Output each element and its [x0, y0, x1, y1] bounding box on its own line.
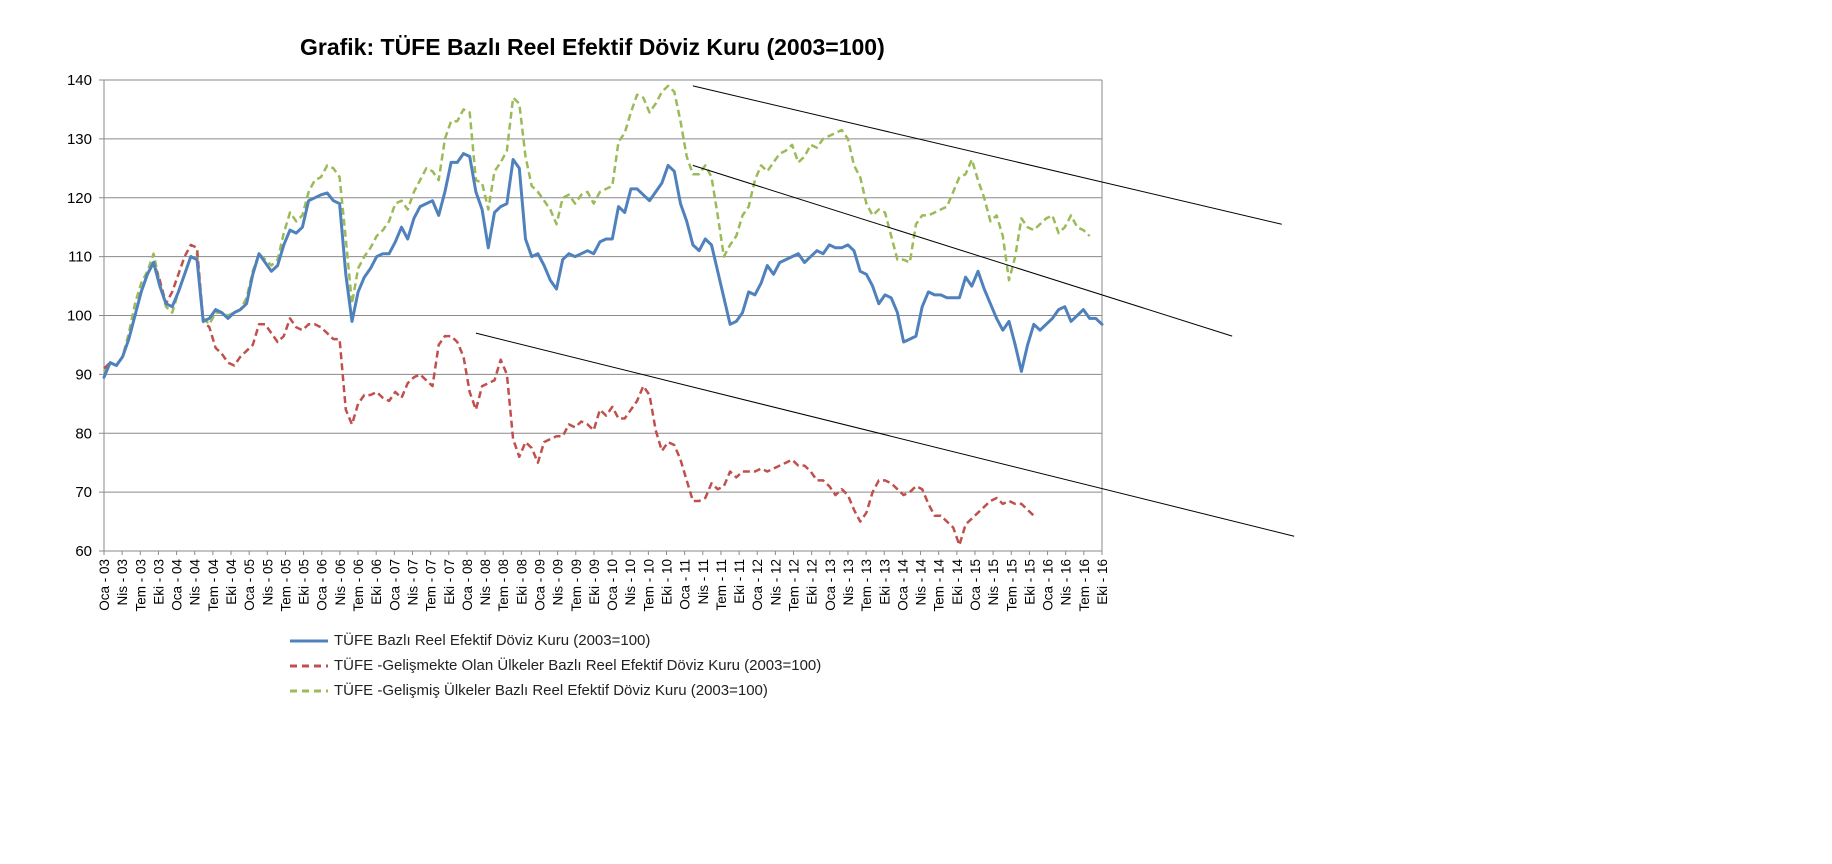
- x-tick-label-52: Oca - 16: [1041, 559, 1056, 611]
- legend-swatch-1: [290, 639, 328, 643]
- x-tick-label-44: Oca - 14: [895, 559, 910, 611]
- x-tick-label-10: Tem - 05: [278, 559, 293, 612]
- legend-item-1: TÜFE Bazlı Reel Efektif Döviz Kuru (2003…: [290, 628, 821, 653]
- x-tick-label-6: Tem - 04: [206, 559, 221, 612]
- legend-label-1: TÜFE Bazlı Reel Efektif Döviz Kuru (2003…: [334, 632, 651, 649]
- legend-swatch-3: [290, 689, 328, 693]
- x-tick-label-27: Eki - 09: [587, 559, 602, 605]
- x-tick-label-41: Nis - 13: [841, 559, 856, 606]
- x-tick-label-50: Tem - 15: [1004, 559, 1019, 612]
- x-tick-label-24: Oca - 09: [532, 559, 547, 611]
- x-tick-label-26: Tem - 09: [569, 559, 584, 612]
- x-tick-label-28: Oca - 10: [605, 559, 620, 611]
- x-tick-label-15: Eki - 06: [369, 559, 384, 605]
- y-tick-label-60: 60: [75, 543, 92, 560]
- trend-line-3: [475, 332, 1295, 537]
- x-tick-label-31: Eki - 10: [660, 559, 675, 605]
- x-tick-label-33: Nis - 11: [696, 559, 711, 605]
- legend-item-2: TÜFE -Gelişmekte Olan Ülkeler Bazlı Reel…: [290, 653, 821, 678]
- x-tick-label-2: Tem - 03: [133, 559, 148, 612]
- x-tick-label-17: Nis - 07: [405, 559, 420, 606]
- x-tick-label-0: Oca - 03: [97, 559, 112, 611]
- trend-line-2: [692, 164, 1233, 337]
- x-tick-label-7: Eki - 04: [224, 559, 239, 605]
- x-tick-label-53: Nis - 16: [1059, 559, 1074, 606]
- x-tick-label-11: Eki - 05: [297, 559, 312, 605]
- y-tick-label-140: 140: [67, 72, 92, 89]
- x-tick-label-22: Tem - 08: [496, 559, 511, 612]
- x-tick-label-32: Oca - 11: [678, 559, 693, 610]
- x-tick-label-3: Eki - 03: [151, 559, 166, 605]
- x-tick-label-4: Oca - 04: [170, 559, 185, 611]
- x-tick-label-46: Tem - 14: [932, 559, 947, 612]
- legend-label-3: TÜFE -Gelişmiş Ülkeler Bazlı Reel Efekti…: [334, 682, 768, 699]
- x-tick-label-20: Oca - 08: [460, 559, 475, 611]
- x-tick-label-1: Nis - 03: [115, 559, 130, 606]
- y-tick-label-100: 100: [67, 308, 92, 325]
- x-tick-label-29: Nis - 10: [623, 559, 638, 606]
- x-tick-label-14: Tem - 06: [351, 559, 366, 612]
- x-tick-label-13: Nis - 06: [333, 559, 348, 606]
- y-tick-label-120: 120: [67, 190, 92, 207]
- x-tick-label-55: Eki - 16: [1095, 559, 1110, 605]
- x-tick-label-54: Tem - 16: [1077, 559, 1092, 612]
- x-tick-label-34: Tem - 11: [714, 559, 729, 611]
- x-tick-label-37: Nis - 12: [768, 559, 783, 606]
- x-tick-label-49: Nis - 15: [986, 559, 1001, 606]
- x-tick-label-42: Tem - 13: [859, 559, 874, 612]
- x-tick-label-9: Nis - 05: [260, 559, 275, 606]
- x-tick-label-35: Eki - 11: [732, 559, 747, 604]
- trend-line-1: [692, 85, 1282, 225]
- series-line-3: [102, 84, 1091, 373]
- series-line-1: [102, 152, 1104, 379]
- y-tick-label-110: 110: [68, 249, 92, 266]
- chart-title: Grafik: TÜFE Bazlı Reel Efektif Döviz Ku…: [300, 34, 885, 60]
- x-tick-label-12: Oca - 06: [315, 559, 330, 611]
- legend-item-3: TÜFE -Gelişmiş Ülkeler Bazlı Reel Efekti…: [290, 678, 821, 703]
- x-tick-label-36: Oca - 12: [750, 559, 765, 611]
- y-tick-label-80: 80: [75, 425, 92, 442]
- x-tick-label-45: Nis - 14: [914, 559, 929, 606]
- x-tick-label-5: Nis - 04: [188, 559, 203, 606]
- y-tick-label-130: 130: [67, 131, 92, 148]
- x-tick-label-18: Tem - 07: [424, 559, 439, 612]
- x-tick-label-47: Eki - 14: [950, 559, 965, 605]
- x-tick-label-19: Eki - 07: [442, 559, 457, 605]
- legend-swatch-2: [290, 664, 328, 668]
- legend-label-2: TÜFE -Gelişmekte Olan Ülkeler Bazlı Reel…: [334, 657, 822, 674]
- x-tick-label-39: Eki - 12: [805, 559, 820, 605]
- x-tick-label-38: Tem - 12: [787, 559, 802, 612]
- y-tick-label-90: 90: [75, 366, 92, 383]
- x-tick-label-43: Eki - 13: [877, 559, 892, 605]
- x-tick-label-40: Oca - 13: [823, 559, 838, 611]
- series-line-2: [103, 243, 1035, 547]
- x-tick-label-25: Nis - 09: [551, 559, 566, 606]
- x-tick-label-51: Eki - 15: [1022, 559, 1037, 605]
- x-tick-label-16: Oca - 07: [387, 559, 402, 611]
- y-tick-label-70: 70: [75, 484, 92, 501]
- x-tick-label-30: Tem - 10: [641, 559, 656, 612]
- x-tick-label-21: Nis - 08: [478, 559, 493, 606]
- x-tick-label-48: Oca - 15: [968, 559, 983, 611]
- x-tick-label-23: Eki - 08: [514, 559, 529, 605]
- chart-legend: TÜFE Bazlı Reel Efektif Döviz Kuru (2003…: [290, 628, 821, 703]
- x-tick-label-8: Oca - 05: [242, 559, 257, 611]
